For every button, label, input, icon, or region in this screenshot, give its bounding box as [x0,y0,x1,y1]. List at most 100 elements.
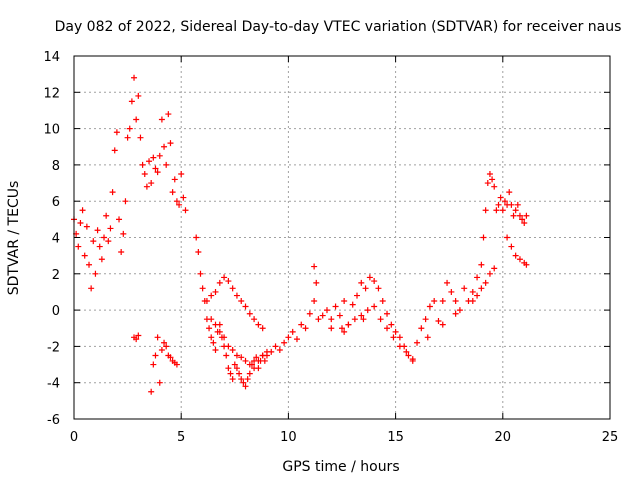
data-point [311,263,318,270]
data-point [242,357,249,364]
y-axis-label: SDTVAR / TECUs [6,181,22,296]
data-point [223,352,230,359]
data-point [272,343,279,350]
data-point [120,230,127,237]
data-point [221,274,228,281]
data-point [229,285,236,292]
data-point [96,243,103,250]
data-point [311,298,318,305]
data-point [375,285,382,292]
data-point [227,370,234,377]
data-point [199,285,206,292]
x-tick-label: 0 [70,430,78,445]
data-point [233,292,240,299]
data-point [364,307,371,314]
data-point [182,207,189,214]
data-point [216,328,223,335]
data-point [101,234,108,241]
data-point [489,176,496,183]
data-point [197,270,204,277]
data-point [360,316,367,323]
data-point [396,334,403,341]
data-point [178,170,185,177]
data-point [405,352,412,359]
axis-ticks: 0 5 10 15 20 25 -6 -4 -2 0 2 4 6 8 10 12 14 [43,50,618,445]
y-tick-label: 6 [52,195,60,210]
data-point [208,292,215,299]
y-tick-label: -2 [47,340,60,355]
data-point [152,352,159,359]
data-point [255,321,262,328]
data-point [512,252,519,259]
x-tick-label: 25 [602,430,619,445]
data-point [131,74,138,81]
data-point [341,328,348,335]
data-point [456,307,463,314]
data-point [306,310,313,317]
data-point [126,125,133,132]
data-point [482,279,489,286]
data-point [351,316,358,323]
data-point [523,212,530,219]
data-point [377,316,384,323]
data-point [216,279,223,286]
data-point [523,261,530,268]
data-point [88,285,95,292]
data-point [156,152,163,159]
data-point [261,357,268,364]
data-point [336,312,343,319]
data-point [328,316,335,323]
data-point [341,298,348,305]
data-point [345,321,352,328]
data-point [371,278,378,285]
data-point [133,336,140,343]
data-point [167,354,174,361]
data-point [176,201,183,208]
data-point [302,325,309,332]
data-point [319,312,326,319]
y-tick-label: 0 [52,304,60,319]
data-point [358,312,365,319]
data-point [154,334,161,341]
data-point [246,370,253,377]
data-point [388,321,395,328]
data-point [116,216,123,223]
y-tick-label: -4 [47,377,60,392]
data-point [439,298,446,305]
data-point [435,317,442,324]
data-point [83,223,90,230]
data-point [212,321,219,328]
data-point [246,310,253,317]
data-point [276,347,283,354]
y-tick-label: 10 [43,123,60,138]
data-point [79,207,86,214]
data-point [474,274,481,281]
data-point [225,278,232,285]
data-point [231,361,238,368]
data-point [225,365,232,372]
data-point [362,285,369,292]
y-tick-label: 4 [52,232,60,247]
data-point [508,201,515,208]
data-point [152,165,159,172]
data-point [225,343,232,350]
data-point [491,265,498,272]
data-point [384,310,391,317]
data-point [339,325,345,332]
data-point [212,288,219,295]
data-point [148,180,155,187]
chart-title: Day 082 of 2022, Sidereal Day-to-day VTE… [55,19,622,35]
data-point [77,219,84,226]
y-tick-label: -6 [47,413,60,428]
data-point [150,154,157,161]
data-point [242,383,249,390]
data-point [514,201,521,208]
x-tick-label: 10 [280,430,297,445]
data-point [444,279,451,286]
data-point [371,303,378,310]
data-point [244,376,251,383]
data-point [75,243,82,250]
data-point [148,388,155,395]
data-point [384,325,391,332]
